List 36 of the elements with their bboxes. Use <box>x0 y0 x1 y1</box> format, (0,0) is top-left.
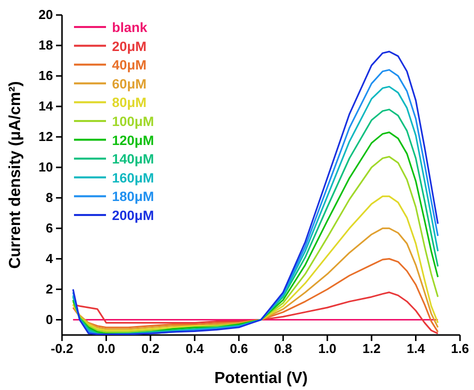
x-tick-label: 1.2 <box>362 341 381 356</box>
y-tick-label: 16 <box>38 68 53 84</box>
x-tick-label: 1.6 <box>450 341 470 356</box>
line-series <box>72 292 439 334</box>
y-tick-label: 4 <box>46 250 54 266</box>
legend-label: 120μM <box>112 132 154 148</box>
legend-label: 160μM <box>112 170 154 186</box>
y-tick-label: 10 <box>38 160 53 175</box>
y-tick-label: 8 <box>46 190 53 206</box>
line-series <box>72 258 439 333</box>
y-axis-title: Current density (μA/cm²) <box>7 81 24 269</box>
y-tick-label: 6 <box>46 220 53 236</box>
x-tick-label: 0.4 <box>186 341 204 356</box>
x-tick-label: 0.6 <box>230 341 248 356</box>
x-axis-title: Potential (V) <box>214 370 308 387</box>
x-tick-label: 1.0 <box>318 341 336 356</box>
y-tick-label: 12 <box>38 129 53 144</box>
legend-label: 100μM <box>112 114 154 129</box>
x-tick-label: 1.4 <box>406 341 426 356</box>
x-tick-label: 0.0 <box>97 341 116 356</box>
legend-label: 200μM <box>112 208 154 223</box>
legend-label: 180μM <box>112 189 154 204</box>
legend-label: blank <box>112 20 148 35</box>
legend-label: 80μM <box>112 95 147 110</box>
legend-label: 40μM <box>112 58 147 73</box>
y-tick-label: 14 <box>38 98 54 114</box>
y-tick-label: 0 <box>46 312 53 327</box>
y-tick-label: 18 <box>38 38 53 53</box>
x-tick-label: 0.8 <box>274 341 292 356</box>
y-tick-label: 2 <box>46 281 53 296</box>
x-tick-label: -0.2 <box>50 341 74 356</box>
legend-label: 60μM <box>112 76 147 92</box>
legend-label: 140μM <box>112 152 154 167</box>
legend-label: 20μM <box>112 38 147 54</box>
y-tick-label: 20 <box>38 7 53 22</box>
x-tick-label: 0.2 <box>141 341 160 356</box>
